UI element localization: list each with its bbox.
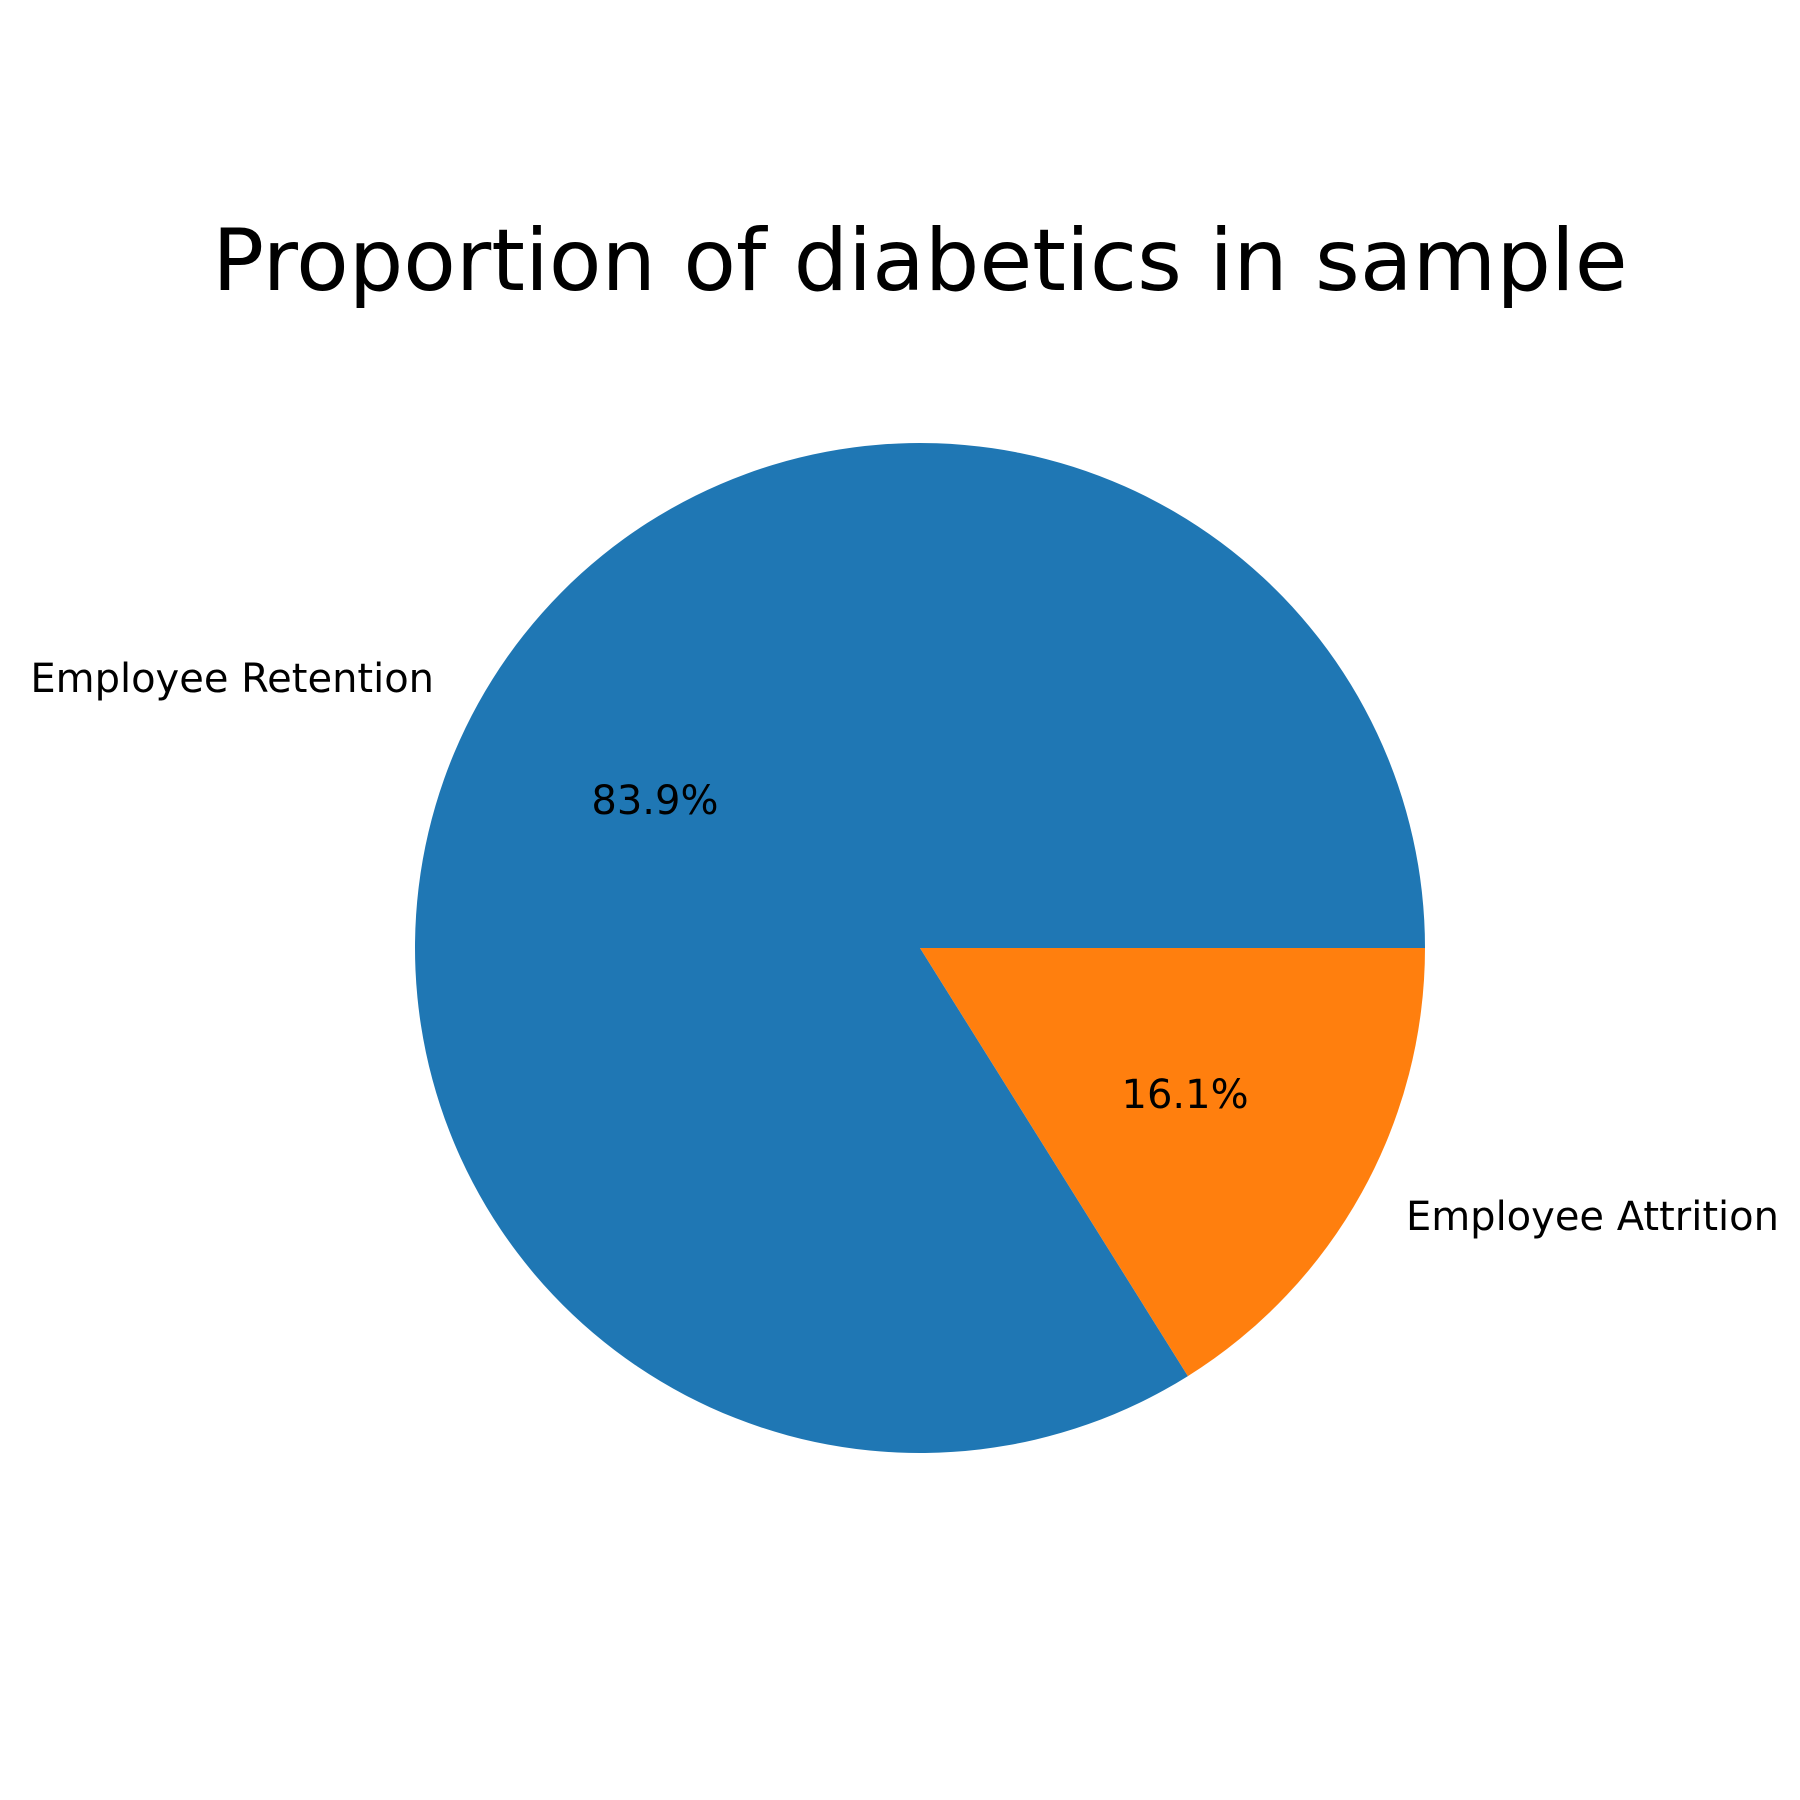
pie-slice-0 bbox=[415, 443, 1425, 1454]
pie-category-label-0: Employee Retention bbox=[30, 656, 434, 702]
pie-slices bbox=[415, 443, 1425, 1454]
chart-title: Proportion of diabetics in sample bbox=[212, 211, 1627, 311]
pie-pct-label-1: 16.1% bbox=[1122, 1072, 1249, 1118]
pie-slice-1 bbox=[920, 948, 1425, 1377]
pie-category-label-1: Employee Attrition bbox=[1406, 1194, 1779, 1240]
pie-labels: 83.9% Employee Retention 16.1% Employee Att… bbox=[30, 656, 1779, 1240]
pie-pct-label-0: 83.9% bbox=[591, 778, 718, 824]
